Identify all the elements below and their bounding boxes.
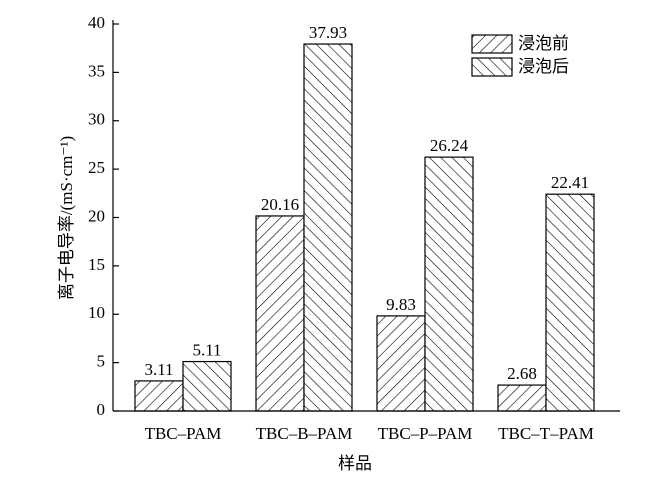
- bar: [255, 215, 305, 412]
- y-tick-label: 20: [88, 206, 105, 225]
- bar: [376, 315, 426, 412]
- legend-swatch: [471, 34, 513, 54]
- value-label: 2.68: [507, 364, 537, 383]
- x-tick-label: TBC–T–PAM: [498, 424, 594, 443]
- x-axis-label: 样品: [338, 454, 372, 473]
- y-tick-label: 10: [88, 303, 105, 322]
- bar: [545, 193, 595, 412]
- x-tick-label: TBC–P–PAM: [378, 424, 473, 443]
- value-label: 3.11: [144, 360, 173, 379]
- legend-label: 浸泡后: [518, 57, 569, 76]
- bar: [303, 43, 353, 412]
- y-tick-label: 15: [88, 255, 105, 274]
- value-label: 26.24: [430, 136, 469, 155]
- value-label: 22.41: [551, 173, 589, 192]
- y-tick-label: 25: [88, 158, 105, 177]
- value-label: 5.11: [192, 340, 221, 359]
- y-tick-label: 35: [88, 61, 105, 80]
- bar: [182, 360, 232, 412]
- y-tick-label: 5: [97, 352, 106, 371]
- bar: [497, 384, 547, 412]
- y-tick-label: 40: [88, 13, 105, 32]
- legend-label: 浸泡前: [518, 34, 569, 53]
- x-tick-label: TBC–PAM: [145, 424, 222, 443]
- legend-swatch: [471, 57, 513, 77]
- bar: [424, 156, 474, 412]
- y-axis-label: 离子电导率/(mS·cm⁻¹): [57, 136, 76, 300]
- bar: [134, 380, 184, 412]
- x-tick-label: TBC–B–PAM: [256, 424, 353, 443]
- y-tick-label: 0: [97, 400, 106, 419]
- value-label: 20.16: [261, 195, 299, 214]
- value-label: 9.83: [386, 295, 416, 314]
- value-label: 37.93: [309, 23, 347, 42]
- y-tick-label: 30: [88, 110, 105, 129]
